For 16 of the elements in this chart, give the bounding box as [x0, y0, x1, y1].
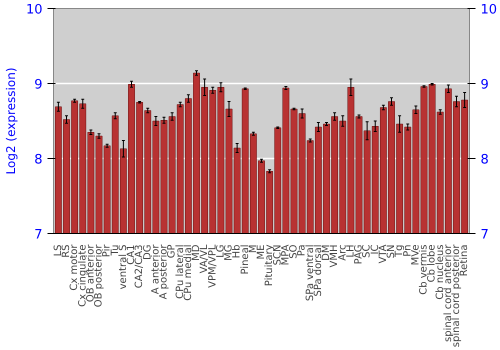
y-tick-label: 10	[26, 2, 43, 18]
y-tick-label: 8	[34, 152, 43, 168]
y2-tick-label: 9	[480, 78, 489, 92]
x-tick-label: ME	[256, 244, 267, 260]
y-tick-label: 7	[34, 228, 43, 242]
y2-tick-label: 8	[480, 152, 489, 168]
y2-tick-label: 7	[480, 228, 489, 242]
x-tick-label: Retina	[459, 244, 470, 276]
x-tick-label: OB posterior	[94, 244, 104, 308]
y2-tick-label: 10	[480, 2, 498, 18]
y-tick-label: 9	[34, 78, 43, 92]
x-tick-label: A posterior	[158, 244, 170, 300]
y-axis-title: Log2 (expression)	[4, 68, 18, 174]
x-tick-label: Pituitary	[264, 244, 276, 286]
x-tick-label: spinal cord posterior	[451, 244, 462, 348]
x-tick-label: Tg	[394, 244, 406, 258]
